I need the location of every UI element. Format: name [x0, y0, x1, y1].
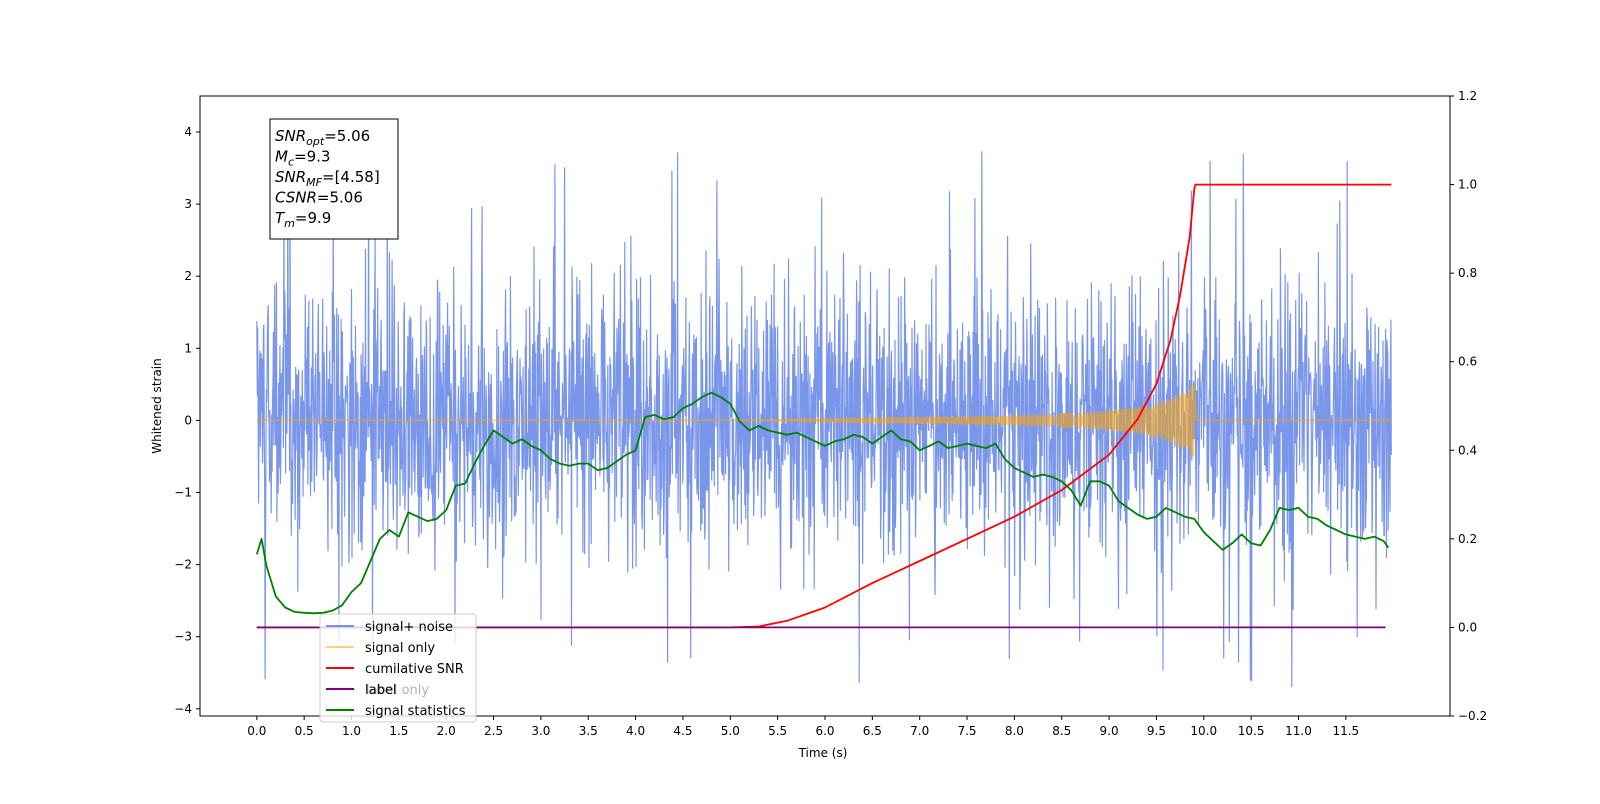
x-tick-label: 4.0 [626, 724, 645, 738]
y-tick-label: 1 [184, 341, 192, 355]
y-tick-label: −2 [174, 558, 192, 572]
y-tick-label: −4 [174, 702, 192, 716]
y2-tick-label: 1.2 [1458, 89, 1477, 103]
stats-box-frame [269, 118, 399, 240]
y2-tick-label: 0.2 [1458, 532, 1477, 546]
x-tick-label: 11.0 [1285, 724, 1312, 738]
x-tick-label: 7.5 [957, 724, 976, 738]
legend-label: signal+ noise [365, 620, 453, 635]
x-tick-label: 5.5 [768, 724, 787, 738]
stats-line: SNRopt=5.06 [275, 127, 370, 148]
legend-label: signal only [365, 641, 435, 656]
series-line-signal-statistics [255, 391, 1390, 615]
y-tick-label: 2 [184, 269, 192, 283]
y-axis-title: Whitened strain [150, 358, 164, 454]
x-tick-label: 2.5 [484, 724, 503, 738]
y2-tick-label: 0.4 [1458, 443, 1477, 457]
y2-tick-label: 0.6 [1458, 355, 1477, 369]
legend-frame [319, 613, 477, 723]
legend-label: cumilative SNR [365, 662, 464, 677]
x-tick-label: 11.5 [1332, 724, 1359, 738]
y2-tick-label: 1.0 [1458, 178, 1477, 192]
x-tick-label: 10.5 [1238, 724, 1265, 738]
y2-tick-label: −0.2 [1458, 709, 1487, 723]
y2-tick-label: 0.0 [1458, 620, 1477, 634]
x-tick-label: 7.0 [910, 724, 929, 738]
x-tick-label: 1.0 [342, 724, 361, 738]
x-tick-label: 10.0 [1190, 724, 1217, 738]
x-tick-label: 8.0 [1005, 724, 1024, 738]
y2-tick-label: 0.8 [1458, 266, 1477, 280]
x-tick-label: 6.0 [815, 724, 834, 738]
series-line-cumilative-snr [256, 183, 1392, 629]
y-tick-label: 0 [184, 413, 192, 427]
series-line-signal-only [256, 383, 1392, 457]
chart-legend: signal+ noise signal only cumilative SNR la… [319, 613, 477, 723]
x-tick-label: 5.0 [721, 724, 740, 738]
y-axis-right: −0.2 0.0 0.2 0.4 0.6 0.8 1.0 1.2 [1450, 89, 1487, 723]
y-tick-label: 4 [184, 125, 192, 139]
x-tick-label: 9.5 [1147, 724, 1166, 738]
x-tick-label: 6.5 [863, 724, 882, 738]
x-tick-label: 2.0 [437, 724, 456, 738]
x-tick-label: 3.0 [531, 724, 550, 738]
stats-line: CSNR=5.06 [275, 189, 363, 207]
x-tick-label: 1.5 [389, 724, 408, 738]
legend-label: signal statistics [365, 704, 466, 719]
x-tick-label: 4.5 [673, 724, 692, 738]
occluded-text: label only [366, 683, 429, 698]
y-axis-left: −4 −3 −2 −1 0 1 2 3 4 [174, 125, 200, 716]
legend-label: label [365, 683, 396, 698]
x-axis: 0.0 0.5 1.0 1.5 2.0 2.5 3.0 3.5 4.0 4.5 5.0 5.5 6.0 6… [247, 716, 1359, 738]
x-tick-label: 8.5 [1052, 724, 1071, 738]
series-line-signal-noise [256, 146, 1392, 688]
stats-line: SNRMF=[4.58] [275, 168, 380, 189]
y-tick-label: −3 [174, 630, 192, 644]
x-tick-label: 0.5 [295, 724, 314, 738]
x-axis-title: Time (s) [798, 746, 848, 760]
x-tick-label: 0.0 [247, 724, 266, 738]
x-tick-label: 9.0 [1100, 724, 1119, 738]
x-tick-label: 3.5 [579, 724, 598, 738]
stats-line: Mc=9.3 [275, 148, 330, 169]
stats-line: Tm=9.9 [275, 209, 331, 230]
y-tick-label: −1 [174, 486, 192, 500]
y-tick-label: 3 [184, 197, 192, 211]
